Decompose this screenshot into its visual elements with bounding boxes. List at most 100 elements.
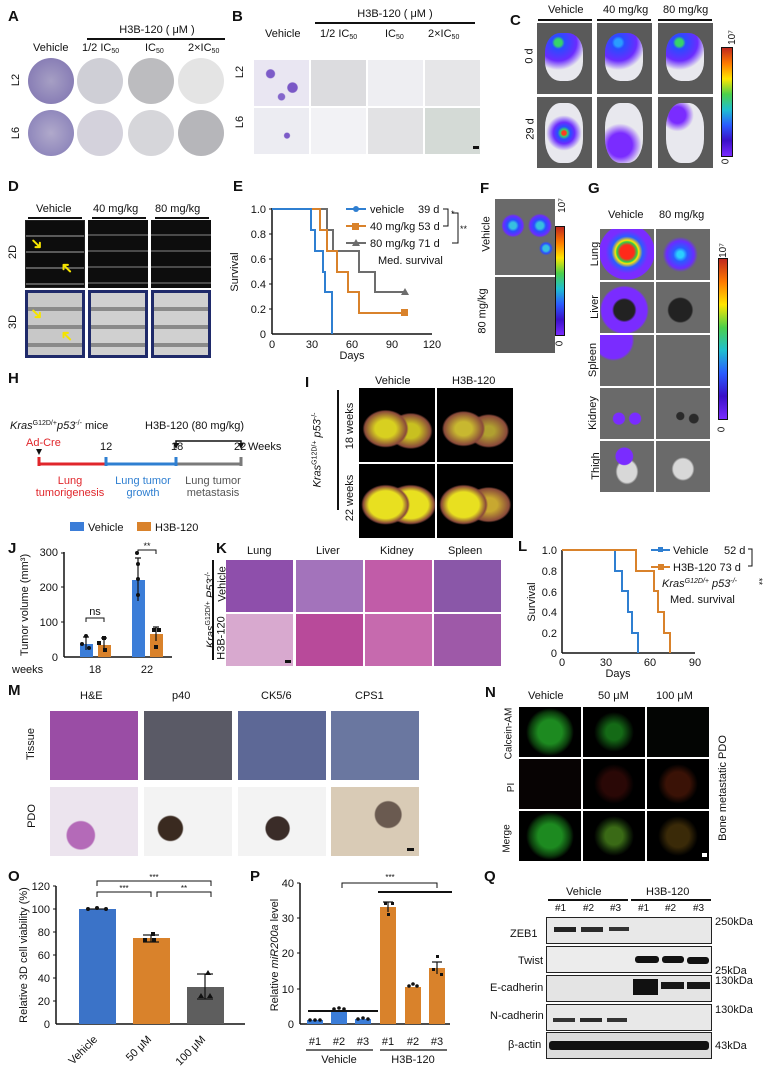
blot-beta-actin: [546, 1032, 712, 1059]
svg-text:Relative miR200a level: Relative miR200a level: [269, 899, 281, 1012]
svg-text:120: 120: [32, 881, 50, 893]
svg-text:Vehicle: Vehicle: [321, 1054, 356, 1066]
svg-text:***: ***: [149, 873, 158, 882]
svg-text:120: 120: [423, 339, 441, 351]
lung-3d-h3b-18: [437, 388, 513, 462]
panel-d-line-80: [155, 217, 209, 219]
he-liver-h3b: [296, 614, 363, 666]
panel-d-line-40: [92, 217, 146, 219]
ct-2d-40: [88, 220, 148, 288]
migration-l2-half: [311, 60, 366, 106]
svg-text:#2: #2: [407, 1036, 419, 1048]
ivis-vehicle-29d: [537, 97, 592, 168]
scale-bar: [407, 848, 414, 851]
panel-b-drug-header: H3B-120 ( μM ): [357, 8, 433, 20]
timeline-tick-18: 18: [171, 441, 184, 453]
panel-c-col-vehicle: Vehicle: [548, 4, 584, 16]
organ-liver-vehicle: [600, 282, 654, 333]
organ-kidney-vehicle: [600, 388, 654, 439]
svg-text:*: *: [451, 209, 455, 219]
panel-q-line-vehicle: [548, 899, 628, 901]
ihc-pdo-ck56: [238, 787, 326, 856]
svg-text:40: 40: [38, 973, 50, 985]
panel-k-col-lung: Lung: [247, 545, 272, 557]
panel-q-group-h3b: H3B-120: [646, 886, 690, 898]
he-liver-vehicle: [296, 560, 363, 612]
dish-l6-2x: [178, 110, 224, 156]
fluor-merge-50: [583, 811, 645, 861]
panel-q-group-vehicle: Vehicle: [566, 886, 602, 898]
migration-l2-2x: [425, 60, 480, 106]
panel-h-ad-cre: Ad-Cre: [26, 437, 61, 449]
ivis-40-29d: [597, 97, 652, 168]
svg-text:Vehicle: Vehicle: [673, 545, 708, 557]
migration-l2-ic50: [368, 60, 423, 106]
panel-b-col-ic50: IC50: [385, 28, 404, 41]
panel-label-a: A: [8, 8, 19, 25]
panel-c-col-40: 40 mg/kg: [603, 4, 649, 16]
ct-2d-vehicle: [25, 220, 85, 288]
panel-h-treatment: H3B-120 (80 mg/kg): [145, 420, 245, 432]
svg-text:100: 100: [32, 904, 50, 916]
panel-label-g: G: [588, 180, 600, 197]
svg-text:Relative 3D cell viability (%): Relative 3D cell viability (%): [18, 887, 30, 1023]
panel-b-header-line: [315, 22, 475, 24]
svg-text:Med. survival: Med. survival: [670, 594, 735, 606]
svg-text:18: 18: [89, 664, 101, 676]
panel-a-drug-header: H3B-120 ( μM ): [119, 24, 195, 36]
fluor-calcein-50: [583, 707, 645, 757]
he-lung-h3b: [226, 614, 293, 666]
organ-lung-vehicle: [600, 229, 654, 280]
ivis-40-0d: [597, 23, 652, 94]
ihc-tissue-p40: [144, 711, 232, 780]
panel-n-col-vehicle: Vehicle: [528, 690, 564, 702]
panel-c-line-40: [597, 19, 651, 21]
panel-n-col-50: 50 μM: [598, 690, 629, 702]
svg-text:200: 200: [40, 582, 58, 594]
svg-text:60: 60: [644, 657, 656, 669]
panel-c-line-vehicle: [538, 19, 592, 21]
svg-text:Survival: Survival: [229, 252, 241, 291]
migration-l6-ic50: [368, 108, 423, 154]
panel-label-h: H: [8, 370, 19, 387]
svg-text:30: 30: [600, 657, 612, 669]
organ-liver-80: [656, 282, 710, 333]
svg-text:20: 20: [38, 996, 50, 1008]
panel-d-line-vehicle: [28, 217, 82, 219]
panel-k-col-liver: Liver: [316, 545, 340, 557]
migration-l6-half: [311, 108, 366, 154]
svg-text:0: 0: [52, 652, 58, 664]
dish-l2-2x: [178, 58, 224, 104]
panel-a-col-vehicle: Vehicle: [33, 42, 69, 54]
scale-bar: [473, 146, 479, 149]
svg-text:60: 60: [346, 339, 358, 351]
svg-text:0.6: 0.6: [251, 254, 266, 266]
organ-thigh-80: [656, 441, 710, 492]
panel-q-line-h3b: [631, 899, 711, 901]
scale-bar: [702, 853, 707, 857]
panel-k-col-kidney: Kidney: [380, 545, 414, 557]
lane-label: #2: [583, 903, 595, 914]
svg-text:ns: ns: [89, 606, 101, 618]
he-spleen-h3b: [434, 614, 501, 666]
dish-l6-ic50: [128, 110, 174, 156]
svg-text:Vehicle: Vehicle: [88, 522, 123, 534]
svg-text:weeks: weeks: [11, 664, 44, 676]
lung-3d-h3b-22: [437, 464, 513, 538]
svg-text:60: 60: [38, 950, 50, 962]
svg-text:0: 0: [260, 329, 266, 341]
ivis-80-29d: [658, 97, 713, 168]
svg-text:#1: #1: [309, 1036, 321, 1048]
migration-l2-vehicle: [254, 60, 309, 106]
panel-m-col-cps1: CPS1: [355, 690, 384, 702]
panel-label-e: E: [233, 178, 244, 195]
timeline-tick-12: 12: [100, 441, 113, 453]
panel-a-col-half-ic50: 1/2 IC50: [82, 42, 120, 55]
ihc-tissue-ck56: [238, 711, 326, 780]
dish-l6-vehicle: [28, 110, 74, 156]
panel-b-col-vehicle: Vehicle: [265, 28, 301, 40]
